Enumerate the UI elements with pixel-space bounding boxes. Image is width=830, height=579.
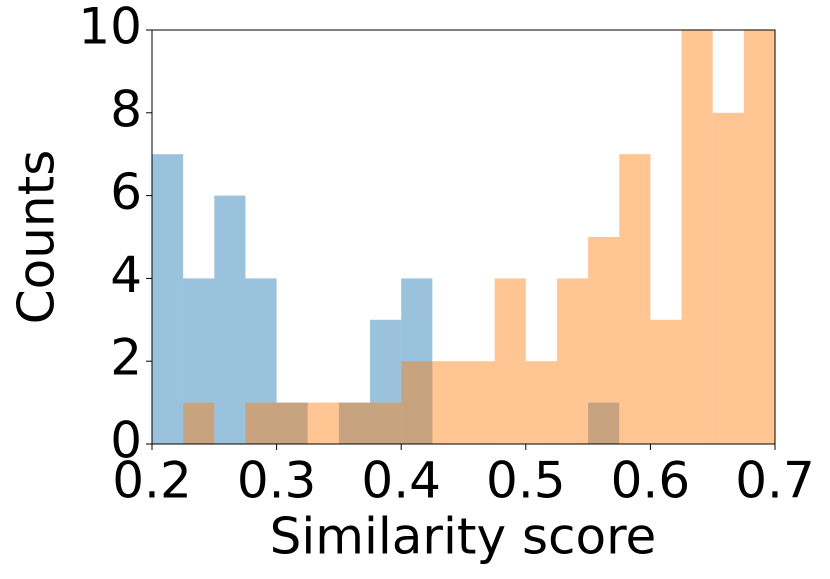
bar <box>588 402 620 444</box>
bar <box>276 402 308 444</box>
x-tick-label: 0.6 <box>611 452 691 510</box>
bar <box>183 278 215 444</box>
bar <box>743 30 775 444</box>
y-tick-label: 10 <box>78 0 142 56</box>
x-tick-label: 0.4 <box>361 452 441 510</box>
bar <box>432 361 464 444</box>
bar <box>494 278 526 444</box>
bar <box>370 402 402 444</box>
bar <box>338 402 371 444</box>
x-tick-label: 0.7 <box>735 452 815 510</box>
plot-frame <box>151 29 776 445</box>
y-tick-label: 0 <box>110 412 142 470</box>
y-tick-label: 6 <box>110 163 142 221</box>
x-tick-label: 0.5 <box>486 452 566 510</box>
bar <box>681 30 713 444</box>
bar <box>338 402 371 444</box>
x-axis-label: Similarity score <box>270 508 657 566</box>
bar <box>525 361 557 444</box>
bar <box>401 361 433 444</box>
bar <box>245 278 277 444</box>
y-tick-label: 4 <box>110 246 142 304</box>
bar <box>245 402 277 444</box>
bar <box>276 402 308 444</box>
x-tick-label: 0.3 <box>237 452 317 510</box>
y-axis-label: Counts <box>8 150 66 325</box>
bar <box>401 278 433 444</box>
y-tick-label: 2 <box>110 329 142 387</box>
y-tick-label: 8 <box>110 80 142 138</box>
x-tick-label: 0.2 <box>112 452 192 510</box>
bar <box>463 361 495 444</box>
bar <box>307 402 339 444</box>
bar <box>556 278 589 444</box>
bar <box>619 154 651 444</box>
bar <box>588 237 620 444</box>
bar <box>214 195 246 444</box>
bar <box>712 112 744 445</box>
bar <box>183 402 215 444</box>
bar <box>650 319 682 444</box>
bar <box>152 154 184 444</box>
bar <box>370 319 402 444</box>
